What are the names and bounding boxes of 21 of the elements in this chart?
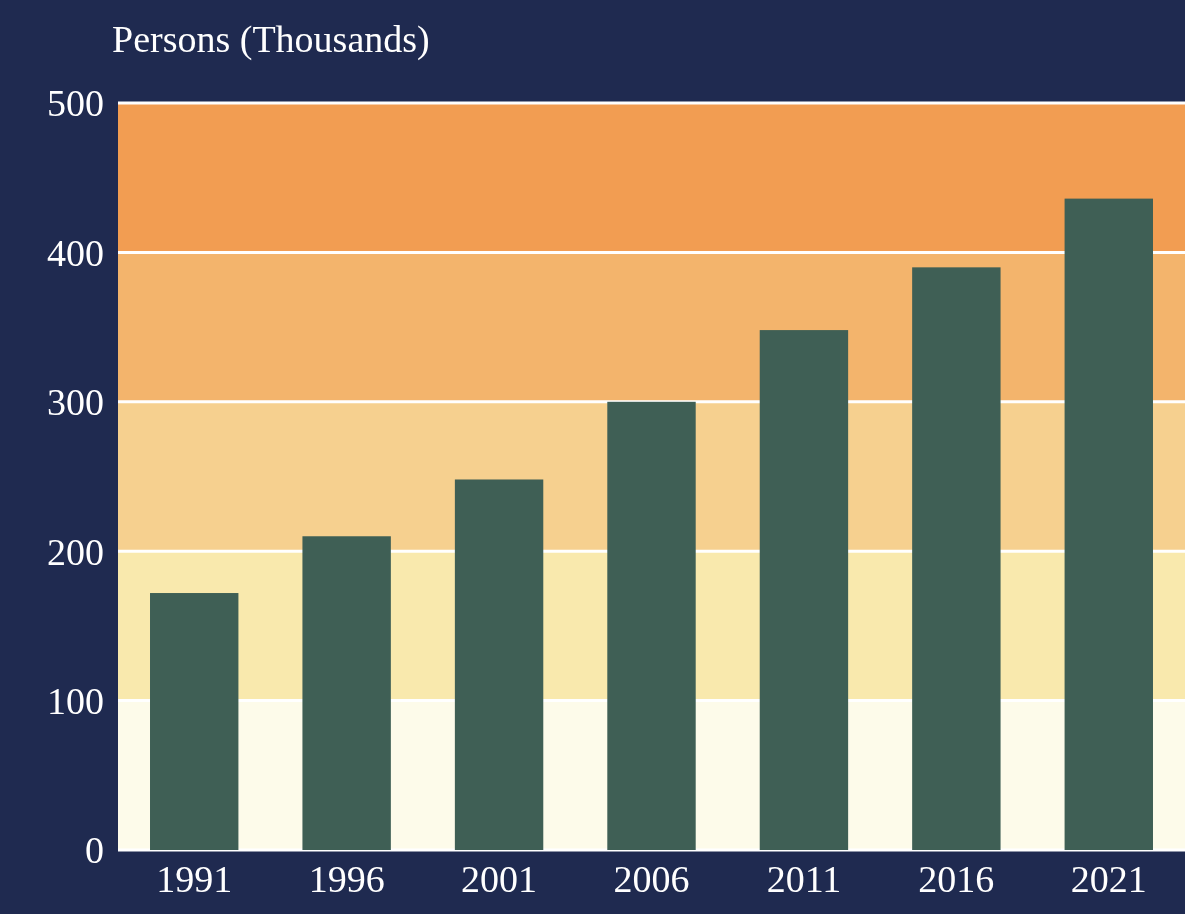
x-tick-label: 1996 — [308, 858, 385, 900]
x-tick-label: 2006 — [613, 858, 690, 900]
x-tick-label: 2021 — [1070, 858, 1147, 900]
bar — [912, 267, 1001, 850]
y-tick-label: 500 — [47, 82, 104, 125]
bar — [150, 593, 239, 850]
y-tick-label: 0 — [85, 829, 104, 872]
x-tick-label: 2001 — [461, 858, 538, 900]
x-tick-label: 2011 — [766, 858, 842, 900]
y-axis-title: Persons (Thousands) — [112, 18, 430, 61]
x-tick-label: 1991 — [156, 858, 233, 900]
y-tick-label: 100 — [47, 679, 104, 722]
y-tick-label: 300 — [47, 381, 104, 424]
x-tick-label: 2016 — [918, 858, 995, 900]
bar — [454, 479, 544, 850]
bar — [759, 330, 849, 850]
bar — [1064, 198, 1153, 850]
y-tick-label: 200 — [47, 530, 104, 573]
bar — [302, 536, 391, 850]
bar — [607, 401, 696, 850]
y-tick-label: 400 — [47, 231, 104, 274]
